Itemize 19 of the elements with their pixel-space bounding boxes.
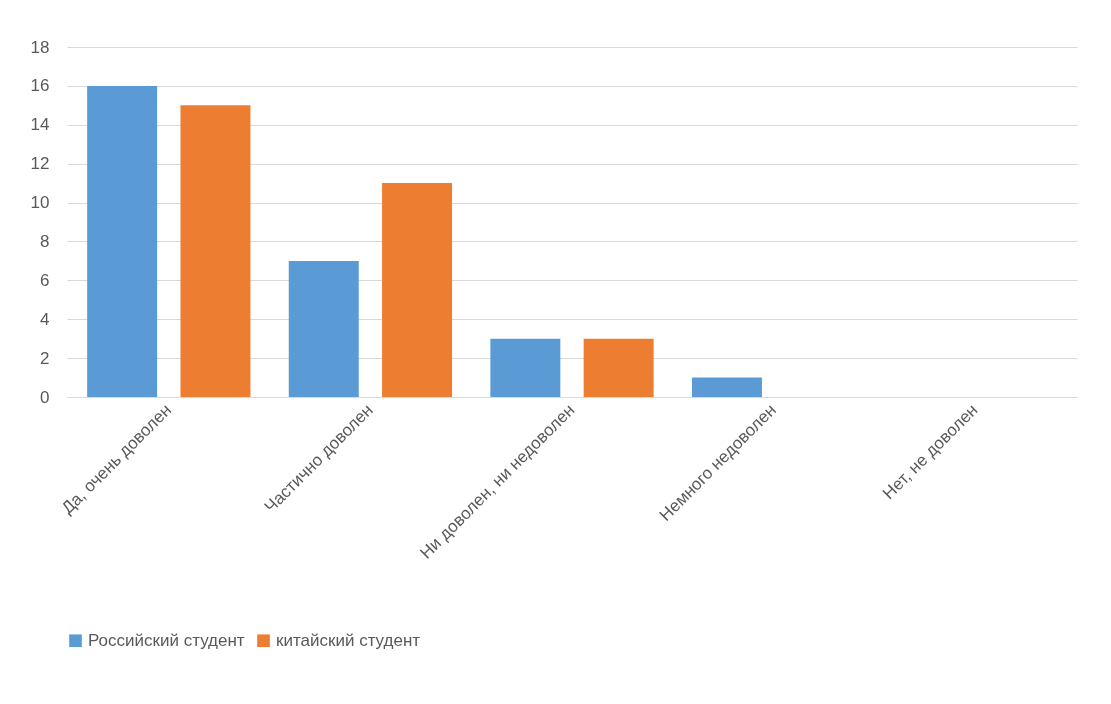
bar xyxy=(87,85,158,397)
legend-label: китайский студент xyxy=(276,630,421,650)
bar xyxy=(490,338,561,397)
y-tick-label: 0 xyxy=(40,387,50,407)
y-tick-label: 6 xyxy=(40,270,50,290)
y-tick-label: 18 xyxy=(30,37,50,57)
legend-label: Российский студент xyxy=(88,630,245,650)
y-tick-label: 16 xyxy=(30,76,50,96)
bar xyxy=(583,338,654,397)
bar xyxy=(180,105,251,397)
y-tick-label: 14 xyxy=(30,115,50,135)
y-tick-label: 4 xyxy=(40,309,50,329)
bar xyxy=(691,377,762,397)
y-tick-label: 2 xyxy=(40,348,50,368)
y-tick-label: 12 xyxy=(30,154,50,174)
y-tick-label: 10 xyxy=(30,193,50,213)
bar xyxy=(288,260,359,397)
bar xyxy=(382,183,453,397)
y-tick-label: 8 xyxy=(40,231,50,251)
